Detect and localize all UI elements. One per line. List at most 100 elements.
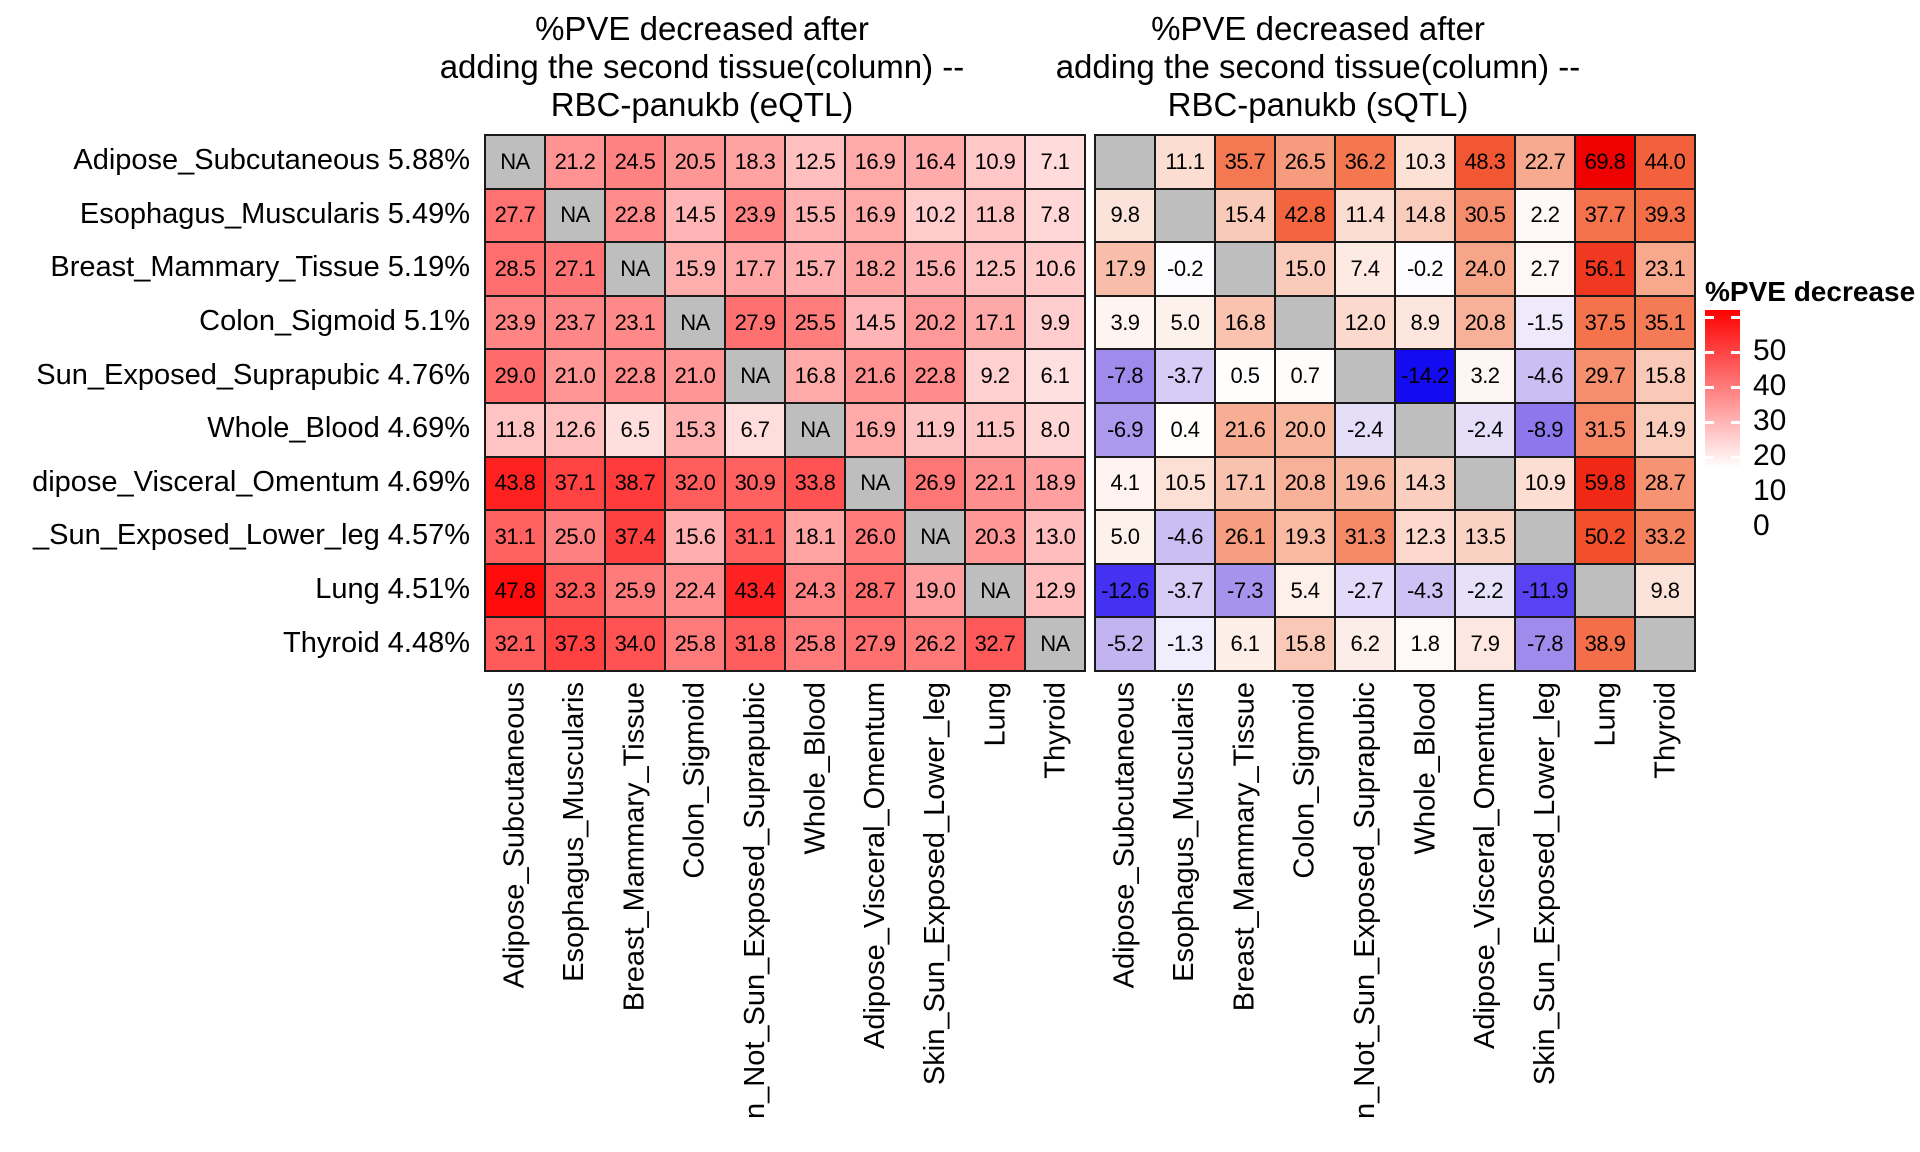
heatmap-cell: 5.0 — [1155, 295, 1215, 350]
heatmap-cell — [1515, 510, 1575, 564]
col-label-text: Whole_Blood — [1409, 682, 1442, 855]
heatmap-cell: -6.9 — [1095, 402, 1155, 457]
heatmap-cell: 26.2 — [905, 617, 965, 671]
heatmap-cell: 31.5 — [1575, 402, 1635, 457]
heatmap-cell: 8.9 — [1395, 295, 1455, 350]
heatmap-cell: 6.1 — [1215, 617, 1275, 671]
heatmap-cell: 14.5 — [665, 188, 725, 243]
heatmap-cell: 25.8 — [785, 617, 845, 671]
heatmap-cell: NA — [1025, 617, 1085, 671]
heatmap-cell: 5.4 — [1275, 563, 1335, 618]
heatmap-cell: 10.9 — [965, 135, 1025, 189]
heatmap-cell: 11.5 — [965, 402, 1025, 457]
heatmap-cell: -7.8 — [1095, 349, 1155, 403]
heatmap-cell: NA — [965, 563, 1025, 618]
heatmap-cell: 20.3 — [965, 510, 1025, 564]
legend-tick-mark — [1731, 350, 1740, 354]
row-label: Breast_Mammary_Tissue 5.19% — [50, 251, 470, 284]
heatmap-cell — [1455, 456, 1515, 511]
heatmap-cell: 3.9 — [1095, 295, 1155, 350]
heatmap-cell: 48.3 — [1455, 135, 1515, 189]
heatmap-cell: 16.8 — [785, 349, 845, 403]
heatmap-cell: 12.5 — [785, 135, 845, 189]
heatmap-cell: NA — [905, 510, 965, 564]
heatmap-cell: NA — [665, 295, 725, 350]
heatmap-cell: 6.1 — [1025, 349, 1085, 403]
heatmap-cell: 16.9 — [845, 135, 905, 189]
legend-tick-mark — [1705, 420, 1714, 424]
heatmap-cell: 36.2 — [1335, 135, 1395, 189]
heatmap-cell: 24.5 — [605, 135, 665, 189]
heatmap-cell — [1575, 563, 1635, 618]
heatmap-cell: 39.3 — [1635, 188, 1695, 243]
heatmap-cell: 15.9 — [665, 242, 725, 296]
heatmap-cell: 30.9 — [725, 456, 785, 511]
col-label: Adipose_Subcutaneous — [1094, 676, 1154, 1152]
heatmap-cell: 32.0 — [665, 456, 725, 511]
col-label-text: n_Not_Sun_Exposed_Suprapubic — [738, 682, 771, 1119]
heatmap-cell: 12.5 — [965, 242, 1025, 296]
legend-body: 50 40 30 20 10 0 — [1705, 310, 1919, 550]
heatmap-cell: -1.5 — [1515, 295, 1575, 350]
heatmap-cell: 27.9 — [725, 295, 785, 350]
heatmap-cell: 31.3 — [1335, 510, 1395, 564]
heatmap-cell: -2.4 — [1335, 402, 1395, 457]
heatmap-cell: -7.8 — [1515, 617, 1575, 671]
heatmap-cell: 0.5 — [1215, 349, 1275, 403]
heatmap-cell: 11.9 — [905, 402, 965, 457]
heatmap-cell: 22.8 — [605, 188, 665, 243]
heatmap-cell: 4.1 — [1095, 456, 1155, 511]
heatmap-cell: -7.3 — [1215, 563, 1275, 618]
heatmap-cell: 6.2 — [1335, 617, 1395, 671]
legend-tick-mark — [1731, 455, 1740, 459]
heatmap-cell: 22.1 — [965, 456, 1025, 511]
col-label-text: Adipose_Subcutaneous — [498, 682, 531, 989]
legend-tick-mark — [1731, 315, 1740, 319]
legend-tick-mark — [1731, 385, 1740, 389]
legend-tick-mark — [1705, 455, 1714, 459]
heatmap-cell: 21.2 — [545, 135, 605, 189]
heatmap-cell: 17.1 — [965, 295, 1025, 350]
heatmap-cell: 21.6 — [845, 349, 905, 403]
legend-tick-mark — [1731, 420, 1740, 424]
col-label-text: Thyroid — [1649, 682, 1682, 779]
heatmap-eqtl-title: %PVE decreased after adding the second t… — [439, 10, 965, 123]
heatmap-cell: 16.9 — [845, 402, 905, 457]
heatmap-cell: 11.8 — [965, 188, 1025, 243]
heatmap-cell: -8.9 — [1515, 402, 1575, 457]
heatmap-cell: 69.8 — [1575, 135, 1635, 189]
heatmap-cell: 18.3 — [725, 135, 785, 189]
row-label: Sun_Exposed_Suprapubic 4.76% — [36, 358, 470, 391]
col-label-text: Esophagus_Muscularis — [558, 682, 591, 982]
heatmap-cell: 11.1 — [1155, 135, 1215, 189]
heatmap-cell: 23.7 — [545, 295, 605, 350]
legend-tick-label: 30 — [1753, 404, 1787, 437]
heatmap-cell: 14.8 — [1395, 188, 1455, 243]
heatmap-cell: 12.3 — [1395, 510, 1455, 564]
col-label: Breast_Mammary_Tissue — [1214, 676, 1274, 1152]
heatmap-cell: 20.8 — [1455, 295, 1515, 350]
heatmap-cell: 24.0 — [1455, 242, 1515, 296]
row-label: _Sun_Exposed_Lower_leg 4.57% — [33, 519, 470, 552]
heatmap-cell: 10.6 — [1025, 242, 1085, 296]
heatmap-cell: 35.7 — [1215, 135, 1275, 189]
heatmap-cell: 14.9 — [1635, 402, 1695, 457]
heatmap-cell: 11.4 — [1335, 188, 1395, 243]
heatmap-cell: 14.5 — [845, 295, 905, 350]
col-label-text: Whole_Blood — [799, 682, 832, 855]
heatmap-cell: 28.7 — [845, 563, 905, 618]
heatmap-cell: -3.7 — [1155, 349, 1215, 403]
heatmap-cell: 2.2 — [1515, 188, 1575, 243]
heatmap-cell: 12.6 — [545, 402, 605, 457]
heatmap-cell: 31.1 — [485, 510, 545, 564]
row-label: Esophagus_Muscularis 5.49% — [79, 197, 470, 230]
heatmap-cell: -11.9 — [1515, 563, 1575, 618]
heatmap-cell: 15.3 — [665, 402, 725, 457]
heatmap-cell: 25.9 — [605, 563, 665, 618]
heatmap-cell: 35.1 — [1635, 295, 1695, 350]
legend-tick-mark — [1705, 315, 1714, 319]
col-label: Breast_Mammary_Tissue — [604, 676, 664, 1152]
col-label-text: Lung — [1589, 682, 1622, 747]
heatmap-cell: 44.0 — [1635, 135, 1695, 189]
heatmap-sqtl: 11.1 35.7 26.5 36.2 10.3 48.3 22.7 69.8 44.0 9.8 1… — [1094, 134, 1696, 672]
